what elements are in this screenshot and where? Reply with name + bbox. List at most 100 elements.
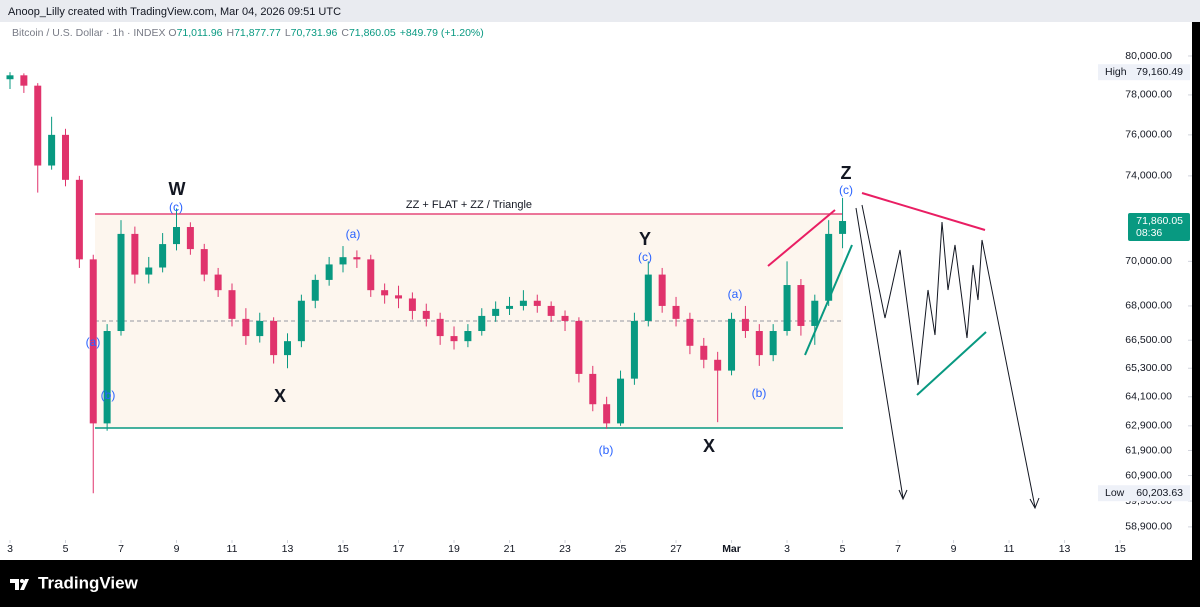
candle-body	[173, 227, 181, 245]
y-tick-label: 68,000.00	[1125, 300, 1172, 312]
y-tick-label: 74,000.00	[1125, 170, 1172, 182]
x-tick-label: 25	[615, 543, 627, 555]
candle-body	[728, 318, 736, 371]
brand: TradingView	[38, 573, 139, 592]
candle-body	[270, 320, 278, 356]
ohlc-key: L	[284, 27, 291, 39]
candle-body	[464, 331, 472, 342]
candle-body	[506, 305, 514, 309]
price-label-box	[1098, 64, 1190, 81]
ohlc-value: 71,011.96	[176, 27, 223, 39]
x-tick-label: 7	[895, 543, 901, 555]
candle-body	[825, 233, 833, 301]
candle-body	[6, 75, 14, 80]
candle-body	[89, 259, 97, 424]
top-bar	[0, 0, 1200, 22]
candle-body	[672, 305, 680, 319]
y-tick-label: 64,100.00	[1125, 391, 1172, 403]
price-label-value: 60,203.63	[1136, 487, 1183, 499]
ohlc-value: 71,860.05	[348, 27, 396, 39]
x-tick-label: 7	[118, 543, 124, 555]
candle-body	[186, 227, 194, 250]
candle-body	[256, 320, 264, 337]
candle-body	[339, 257, 347, 265]
wave-label: Z	[841, 163, 852, 183]
logo-icon	[10, 579, 29, 590]
candle-body	[159, 244, 167, 268]
y-tick-label: 61,900.00	[1125, 444, 1172, 456]
y-tick-label: 60,900.00	[1125, 469, 1172, 481]
x-tick-label: 17	[393, 543, 405, 555]
y-tick-label: 80,000.00	[1125, 50, 1172, 62]
candle-body	[145, 267, 153, 275]
candle-body	[839, 221, 847, 234]
x-tick-label: 11	[227, 543, 238, 555]
price-label-value: 79,160.49	[1136, 66, 1183, 78]
candle-body	[242, 318, 250, 337]
ohlc-key: O	[168, 27, 177, 39]
x-tick-label: 27	[670, 543, 682, 555]
x-tick-label: 15	[1114, 543, 1126, 555]
wave-label: (a)	[346, 227, 361, 241]
candle-body	[408, 298, 416, 311]
candle-body	[519, 300, 527, 306]
price-label-name: High	[1105, 66, 1127, 78]
candle-body	[561, 315, 569, 321]
credit: Anoop_Lilly created with TradingView.com…	[8, 6, 341, 18]
trend-line	[861, 192, 986, 231]
candle-body	[353, 257, 361, 260]
candle-body	[478, 315, 486, 332]
candle-body	[75, 179, 83, 260]
x-tick-label: 23	[559, 543, 571, 555]
x-tick-label: 15	[337, 543, 349, 555]
x-tick-label: 9	[951, 543, 957, 555]
wave-label: (a)	[728, 287, 743, 301]
candle-body	[325, 264, 333, 280]
x-tick-label: 19	[448, 543, 460, 555]
candle-body	[422, 310, 430, 319]
candle-body	[381, 290, 389, 296]
last-price: 71,860.05	[1136, 215, 1183, 227]
wave-label: (a)	[86, 335, 101, 349]
candle-body	[783, 285, 791, 332]
candle-body	[284, 341, 292, 356]
candle-body	[755, 331, 763, 356]
ohlc-key: H	[226, 27, 235, 39]
candle-body	[589, 373, 597, 405]
price-label-box	[1098, 485, 1190, 502]
candle-body	[644, 274, 652, 321]
candle-body	[769, 331, 777, 356]
candle-body	[297, 300, 305, 342]
candle-body	[603, 404, 611, 424]
candle-body	[686, 318, 694, 346]
candles	[6, 72, 847, 494]
candle-body	[367, 259, 375, 291]
candle-body	[630, 320, 638, 379]
trend-line	[916, 331, 987, 396]
candle-body	[61, 134, 69, 180]
x-tick-label: 21	[504, 543, 516, 555]
candle-body	[20, 75, 28, 86]
x-tick-label: 5	[63, 543, 69, 555]
candle-body	[575, 320, 583, 374]
x-tick-label: 3	[784, 543, 790, 555]
candle-body	[492, 308, 500, 316]
ohlc-key: C	[341, 27, 349, 39]
y-tick-label: 66,500.00	[1125, 334, 1172, 346]
candle-body	[797, 285, 805, 326]
candle-body	[450, 336, 458, 342]
candle-body	[714, 359, 722, 371]
ohlc-value: 71,877.77	[234, 27, 281, 39]
y-tick-label: 76,000.00	[1125, 129, 1172, 141]
symbol: Bitcoin / U.S. Dollar · 1h · INDEX	[12, 27, 166, 39]
candle-body	[700, 345, 708, 360]
candle-body	[131, 233, 139, 275]
last-price-box	[1128, 213, 1190, 242]
y-tick-label: 65,300.00	[1125, 362, 1172, 374]
logo	[10, 579, 29, 590]
x-tick-label: 11	[1004, 543, 1015, 555]
wave-label: (c)	[839, 183, 853, 197]
wave-label: (b)	[101, 388, 116, 402]
